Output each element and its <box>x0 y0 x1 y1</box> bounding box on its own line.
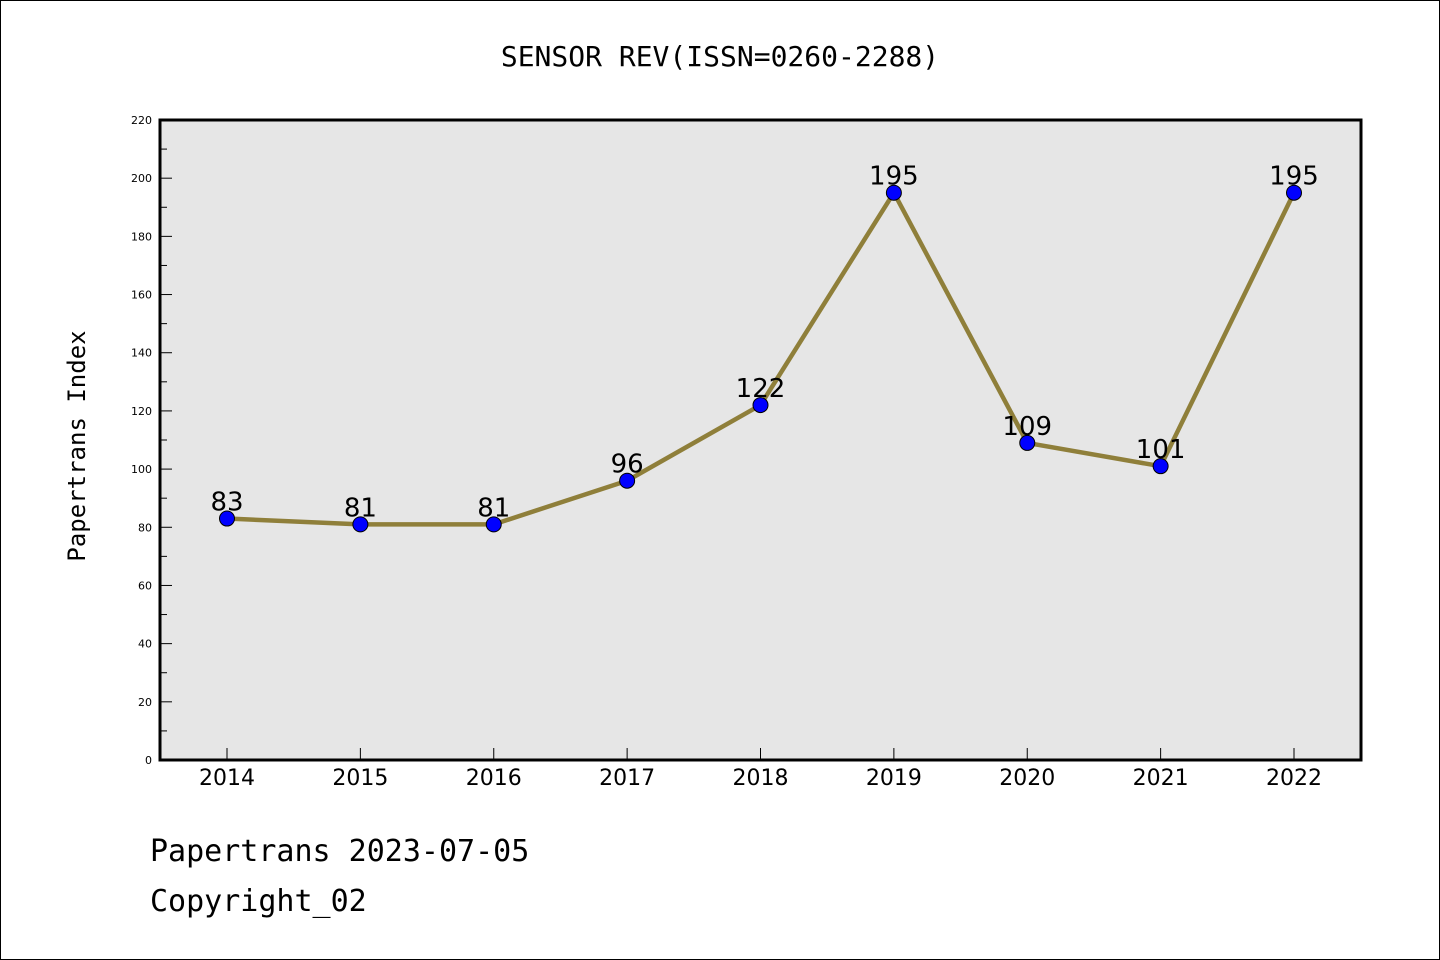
y-tick-label: 200 <box>131 172 152 185</box>
data-point-marker <box>219 510 235 527</box>
data-point-marker <box>352 516 369 533</box>
y-tick-label: 0 <box>145 754 152 767</box>
data-label: 122 <box>736 374 786 404</box>
x-tick-label: 2021 <box>1133 766 1189 791</box>
y-tick-label: 40 <box>138 638 152 651</box>
x-tick-label: 2018 <box>733 766 789 791</box>
marker-layer <box>219 184 1302 533</box>
y-tick-label: 220 <box>131 114 152 127</box>
x-axis: 2014 2015 2016 2017 2018 2019 2020 2021 2022 <box>199 748 1322 791</box>
data-label: 96 <box>611 450 644 480</box>
data-point-marker <box>1019 434 1036 451</box>
data-label: 81 <box>477 493 510 523</box>
data-label: 195 <box>1269 162 1319 192</box>
data-label-layer: 83 81 81 96 122 195 109 101 195 <box>210 162 1318 524</box>
y-axis-label: Papertrans Index <box>63 330 91 561</box>
data-label: 83 <box>210 488 243 518</box>
x-tick-label: 2022 <box>1266 766 1322 791</box>
footer-date-label: Papertrans 2023-07-05 <box>150 834 530 869</box>
x-tick-label: 2015 <box>332 766 388 791</box>
chart-title: SENSOR REV(ISSN=0260-2288) <box>501 40 939 73</box>
y-tick-label: 60 <box>138 579 152 592</box>
y-tick-label: 160 <box>131 289 152 302</box>
data-label: 101 <box>1136 435 1186 465</box>
x-tick-label: 2020 <box>999 766 1055 791</box>
data-label: 195 <box>869 162 919 192</box>
x-tick-label: 2014 <box>199 766 255 791</box>
x-tick-label: 2019 <box>866 766 922 791</box>
data-point-marker <box>885 184 902 201</box>
x-tick-label: 2016 <box>466 766 522 791</box>
data-point-marker <box>619 472 636 489</box>
data-label: 81 <box>344 493 377 523</box>
y-tick-label: 20 <box>138 696 152 709</box>
footer-copyright-label: Copyright_02 <box>150 884 367 919</box>
y-tick-label: 180 <box>131 230 152 243</box>
y-tick-label: 140 <box>131 347 152 360</box>
y-tick-label: 100 <box>131 463 152 476</box>
plot-area <box>160 120 1361 760</box>
data-point-marker <box>1286 184 1302 201</box>
data-label: 109 <box>1002 412 1052 442</box>
data-point-marker <box>752 397 769 414</box>
data-point-marker <box>1152 458 1169 475</box>
y-tick-label: 120 <box>131 405 152 418</box>
data-point-marker <box>485 516 502 533</box>
y-axis: 0 20 40 60 80 100 120 140 160 180 200 220 <box>131 114 172 767</box>
y-tick-label: 80 <box>138 521 152 534</box>
plot-border <box>158 118 1363 762</box>
x-tick-label: 2017 <box>599 766 655 791</box>
